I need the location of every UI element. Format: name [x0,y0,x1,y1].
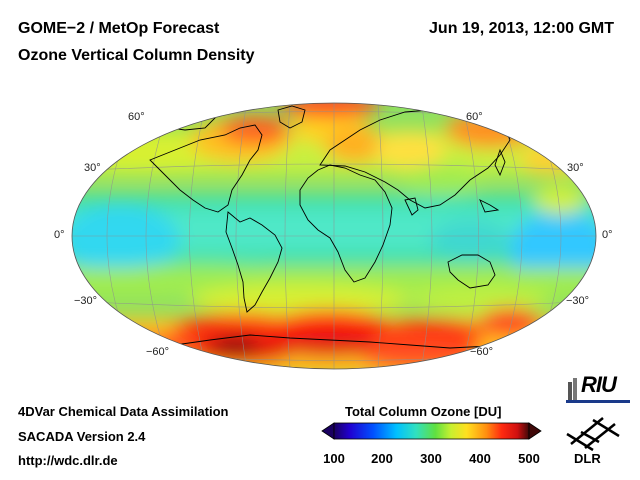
map-title: GOME−2 / MetOp Forecast [18,20,220,37]
colorbar-tick-400: 400 [469,451,491,466]
lat-label-left-30: 30° [84,162,101,174]
colorbar-tick-100: 100 [323,451,345,466]
riu-logo-text: RIU [581,372,617,397]
lat-label-right-60: 60° [466,111,483,123]
riu-logo-icon [566,378,630,403]
info-assimilation: 4DVar Chemical Data Assimilation [18,404,229,419]
lat-label-left-0: 0° [54,229,65,241]
colorbar-title: Total Column Ozone [DU] [345,404,502,419]
info-url[interactable]: http://wdc.dlr.de [18,453,118,468]
dlr-logo-text: DLR [574,451,601,466]
colorbar [321,422,542,440]
lat-label-left-m30: −30° [74,295,98,307]
colorbar-tick-500: 500 [518,451,540,466]
lat-label-right-30: 30° [567,162,584,174]
dlr-logo-icon [566,417,620,452]
lat-label-right-m60: −60° [470,346,494,358]
lat-label-left-60: 60° [128,111,145,123]
graticule [72,103,596,369]
lat-label-right-0: 0° [602,229,613,241]
map-border [71,102,597,370]
ozone-field [72,103,596,369]
colorbar-tick-200: 200 [371,451,393,466]
forecast-datetime: Jun 19, 2013, 12:00 GMT [429,20,614,37]
lat-label-left-m60: −60° [146,346,170,358]
colorbar-tick-300: 300 [420,451,442,466]
map-subtitle: Ozone Vertical Column Density [18,47,255,64]
lat-label-right-m30: −30° [566,295,590,307]
info-version: SACADA Version 2.4 [18,429,146,444]
